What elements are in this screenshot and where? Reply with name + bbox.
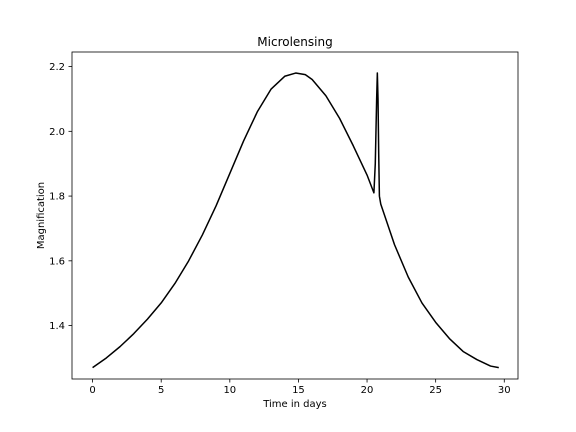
y-axis-label: Magnification xyxy=(36,182,47,249)
y-ticks: 1.4 1.6 1.8 2.0 2.2 xyxy=(49,62,72,332)
x-tick-label: 30 xyxy=(498,385,511,396)
y-tick-label: 1.8 xyxy=(49,192,65,203)
plot-frame xyxy=(71,51,519,380)
y-tick-label: 1.4 xyxy=(49,321,65,332)
y-tick-label: 1.6 xyxy=(49,256,65,267)
y-tick-label: 2.2 xyxy=(49,62,65,73)
x-axis-label: Time in days xyxy=(262,399,327,410)
x-ticks: 0 5 10 15 20 25 30 xyxy=(89,379,511,396)
y-tick-label: 2.0 xyxy=(49,127,65,138)
series-line-0 xyxy=(92,72,499,369)
x-tick-label: 10 xyxy=(223,385,236,396)
x-tick-label: 15 xyxy=(292,385,305,396)
x-tick-label: 25 xyxy=(429,385,442,396)
x-tick-label: 0 xyxy=(89,385,95,396)
x-tick-label: 5 xyxy=(158,385,164,396)
series-layer xyxy=(92,72,499,369)
x-tick-label: 20 xyxy=(361,385,374,396)
chart-title: Microlensing xyxy=(257,35,332,49)
